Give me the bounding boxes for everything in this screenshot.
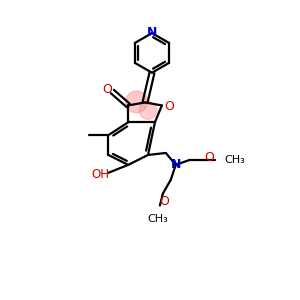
Text: CH₃: CH₃ (148, 214, 168, 224)
Text: O: O (103, 83, 112, 96)
Circle shape (139, 101, 157, 119)
Circle shape (126, 91, 148, 113)
Text: N: N (171, 158, 181, 171)
Text: O: O (205, 152, 214, 164)
Text: O: O (164, 100, 174, 113)
Text: OH: OH (92, 168, 110, 181)
Text: CH₃: CH₃ (224, 155, 245, 165)
Text: O: O (159, 195, 169, 208)
Text: N: N (147, 26, 157, 39)
